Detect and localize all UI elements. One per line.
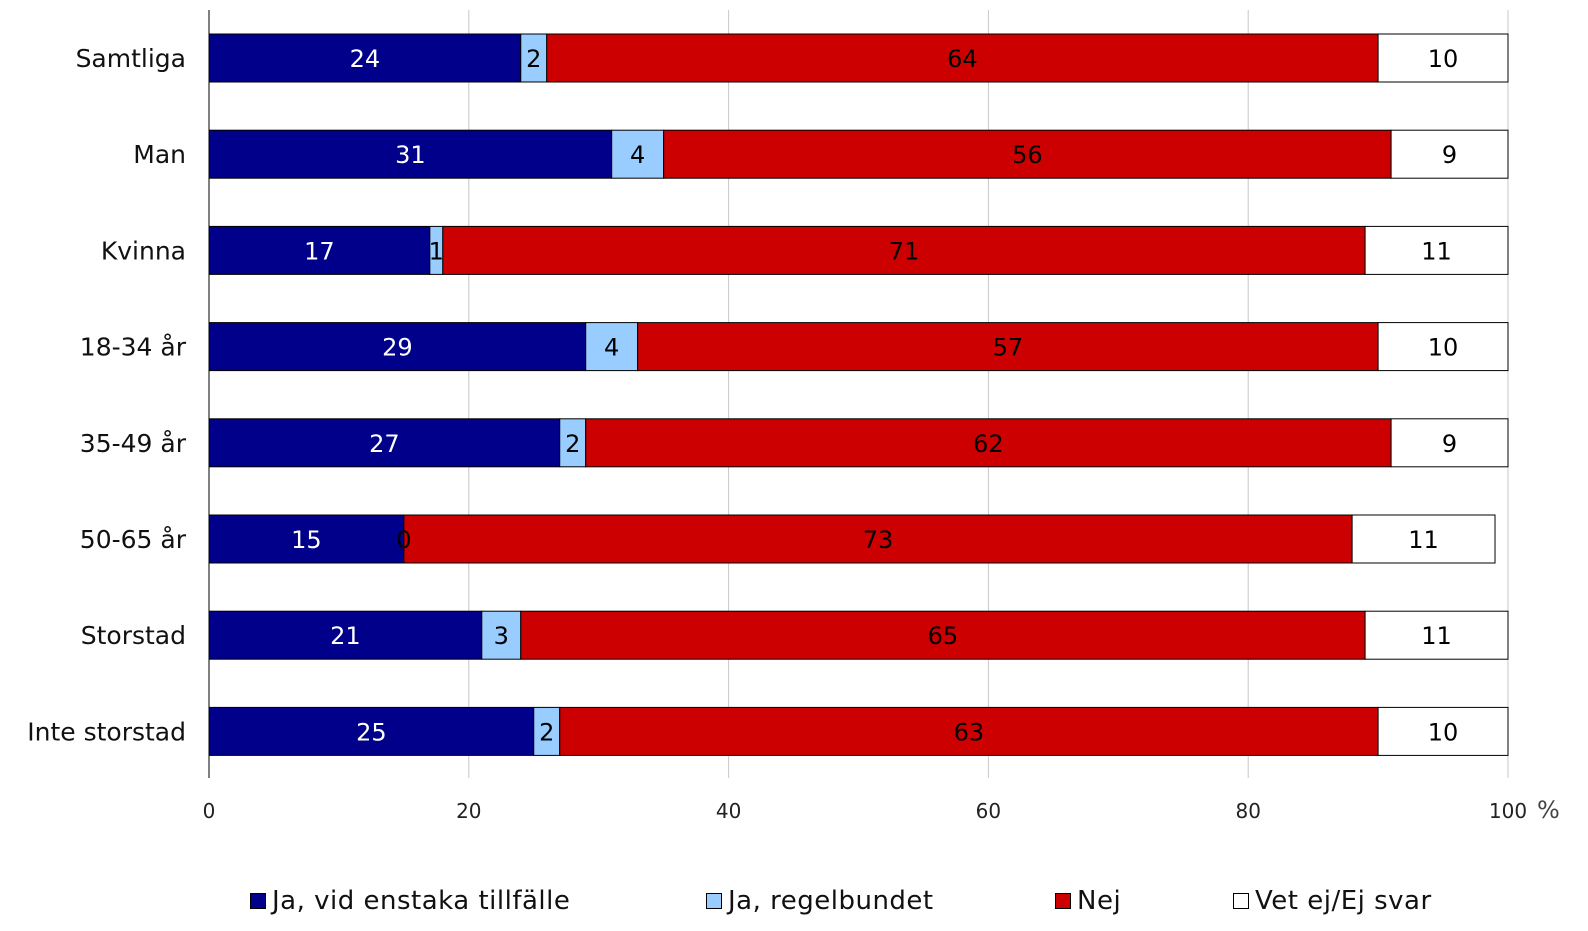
data-label: 65 bbox=[928, 622, 959, 650]
data-label: 56 bbox=[1012, 141, 1043, 169]
bar-segment bbox=[585, 322, 639, 372]
data-label: 3 bbox=[494, 622, 509, 650]
bar-segment bbox=[559, 418, 587, 468]
bar-segment bbox=[559, 706, 1379, 756]
legend-item: Nej bbox=[1055, 886, 1121, 916]
legend-item: Ja, regelbundet bbox=[706, 886, 934, 916]
data-label: 10 bbox=[1428, 334, 1459, 362]
category-label: Storstad bbox=[81, 621, 186, 650]
x-tick-label: 60 bbox=[976, 799, 1001, 823]
x-tick-label: 0 bbox=[203, 799, 216, 823]
data-label: 15 bbox=[291, 526, 322, 554]
bar-segment bbox=[1364, 225, 1509, 275]
data-label: 11 bbox=[1421, 622, 1452, 650]
bar-segment bbox=[208, 706, 535, 756]
bar-segment bbox=[208, 322, 587, 372]
legend-label: Ja, vid enstaka tillfälle bbox=[272, 886, 571, 916]
data-label: 10 bbox=[1428, 45, 1459, 73]
data-label: 2 bbox=[539, 718, 554, 746]
category-label: Inte storstad bbox=[27, 717, 186, 746]
legend-swatch bbox=[1055, 893, 1071, 909]
bar-segment bbox=[533, 706, 561, 756]
bar-segment bbox=[1377, 706, 1509, 756]
category-label: 50-65 år bbox=[80, 525, 187, 554]
legend-item: Vet ej/Ej svar bbox=[1233, 886, 1432, 916]
data-label: 2 bbox=[526, 45, 541, 73]
data-labels: 24 2 64 10 31 4 56 9 17 1 71 11 29 4 57 10 27 2 62 9 15 0 73 11… bbox=[291, 45, 1458, 746]
bar-segment bbox=[403, 514, 1353, 564]
category-labels: Samtliga Man Kvinna 18-34 år 35-49 år 50-65 å… bbox=[27, 44, 186, 746]
category-label: Samtliga bbox=[76, 44, 186, 73]
data-label: 11 bbox=[1421, 237, 1452, 265]
legend-item: Ja, vid enstaka tillfälle bbox=[250, 886, 570, 916]
data-label: 0 bbox=[396, 526, 411, 554]
x-tick-label: 100 bbox=[1489, 799, 1527, 823]
category-label: 18-34 år bbox=[80, 333, 187, 362]
bar-segment bbox=[1377, 33, 1509, 83]
data-label: 57 bbox=[993, 334, 1024, 362]
data-label: 9 bbox=[1442, 430, 1457, 458]
category-label: 35-49 år bbox=[80, 429, 187, 458]
data-label: 29 bbox=[382, 334, 413, 362]
bar-segment bbox=[1390, 418, 1509, 468]
data-label: 71 bbox=[889, 237, 920, 265]
bar-segment bbox=[208, 610, 483, 660]
stacked-bar-chart: 24 2 64 10 31 4 56 9 17 1 71 11 29 4 57 10 27 2 62 9 15 0 73 11… bbox=[27, 10, 1560, 824]
data-label: 62 bbox=[973, 430, 1004, 458]
bar-segment bbox=[520, 610, 1366, 660]
bar-segment bbox=[1377, 322, 1509, 372]
data-label: 2 bbox=[565, 430, 580, 458]
x-tick-label: 40 bbox=[716, 799, 741, 823]
data-label: 9 bbox=[1442, 141, 1457, 169]
bar-segment bbox=[208, 418, 561, 468]
bar-segment bbox=[481, 610, 522, 660]
legend-label: Ja, regelbundet bbox=[728, 886, 934, 916]
bar-segment bbox=[1364, 610, 1509, 660]
bar-segment bbox=[208, 129, 613, 179]
legend-label: Vet ej/Ej svar bbox=[1255, 886, 1432, 916]
data-label: 27 bbox=[369, 430, 400, 458]
x-unit-label: % bbox=[1537, 796, 1560, 824]
legend-label: Nej bbox=[1077, 886, 1122, 916]
data-label: 1 bbox=[429, 237, 444, 265]
data-label: 64 bbox=[947, 45, 978, 73]
legend-swatch bbox=[250, 893, 266, 909]
legend-swatch bbox=[1233, 893, 1249, 909]
category-label: Kvinna bbox=[101, 236, 186, 265]
category-label: Man bbox=[133, 140, 186, 169]
bar-segment bbox=[585, 418, 1392, 468]
x-tick-label: 80 bbox=[1235, 799, 1260, 823]
bars bbox=[208, 33, 1509, 756]
data-label: 4 bbox=[630, 141, 645, 169]
legend-swatch bbox=[706, 893, 722, 909]
bar-segment bbox=[663, 129, 1392, 179]
gridlines bbox=[468, 10, 1509, 778]
data-label: 63 bbox=[954, 718, 985, 746]
data-label: 21 bbox=[330, 622, 361, 650]
data-label: 25 bbox=[356, 718, 387, 746]
bar-segment bbox=[208, 225, 431, 275]
data-label: 10 bbox=[1428, 718, 1459, 746]
bar-segment bbox=[637, 322, 1379, 372]
bar-segment bbox=[546, 33, 1379, 83]
data-label: 17 bbox=[304, 237, 335, 265]
bar-segment bbox=[1390, 129, 1509, 179]
bar-segment bbox=[208, 33, 522, 83]
legend: Ja, vid enstaka tillfälle Ja, regelbundet… bbox=[0, 880, 1588, 924]
x-tick-label: 20 bbox=[456, 799, 481, 823]
data-label: 11 bbox=[1408, 526, 1439, 554]
data-label: 73 bbox=[863, 526, 894, 554]
data-label: 4 bbox=[604, 334, 619, 362]
bar-segment bbox=[1351, 514, 1496, 564]
data-label: 24 bbox=[350, 45, 381, 73]
x-tick-labels: 0 20 40 60 80 100 bbox=[203, 799, 1527, 823]
data-label: 31 bbox=[395, 141, 426, 169]
